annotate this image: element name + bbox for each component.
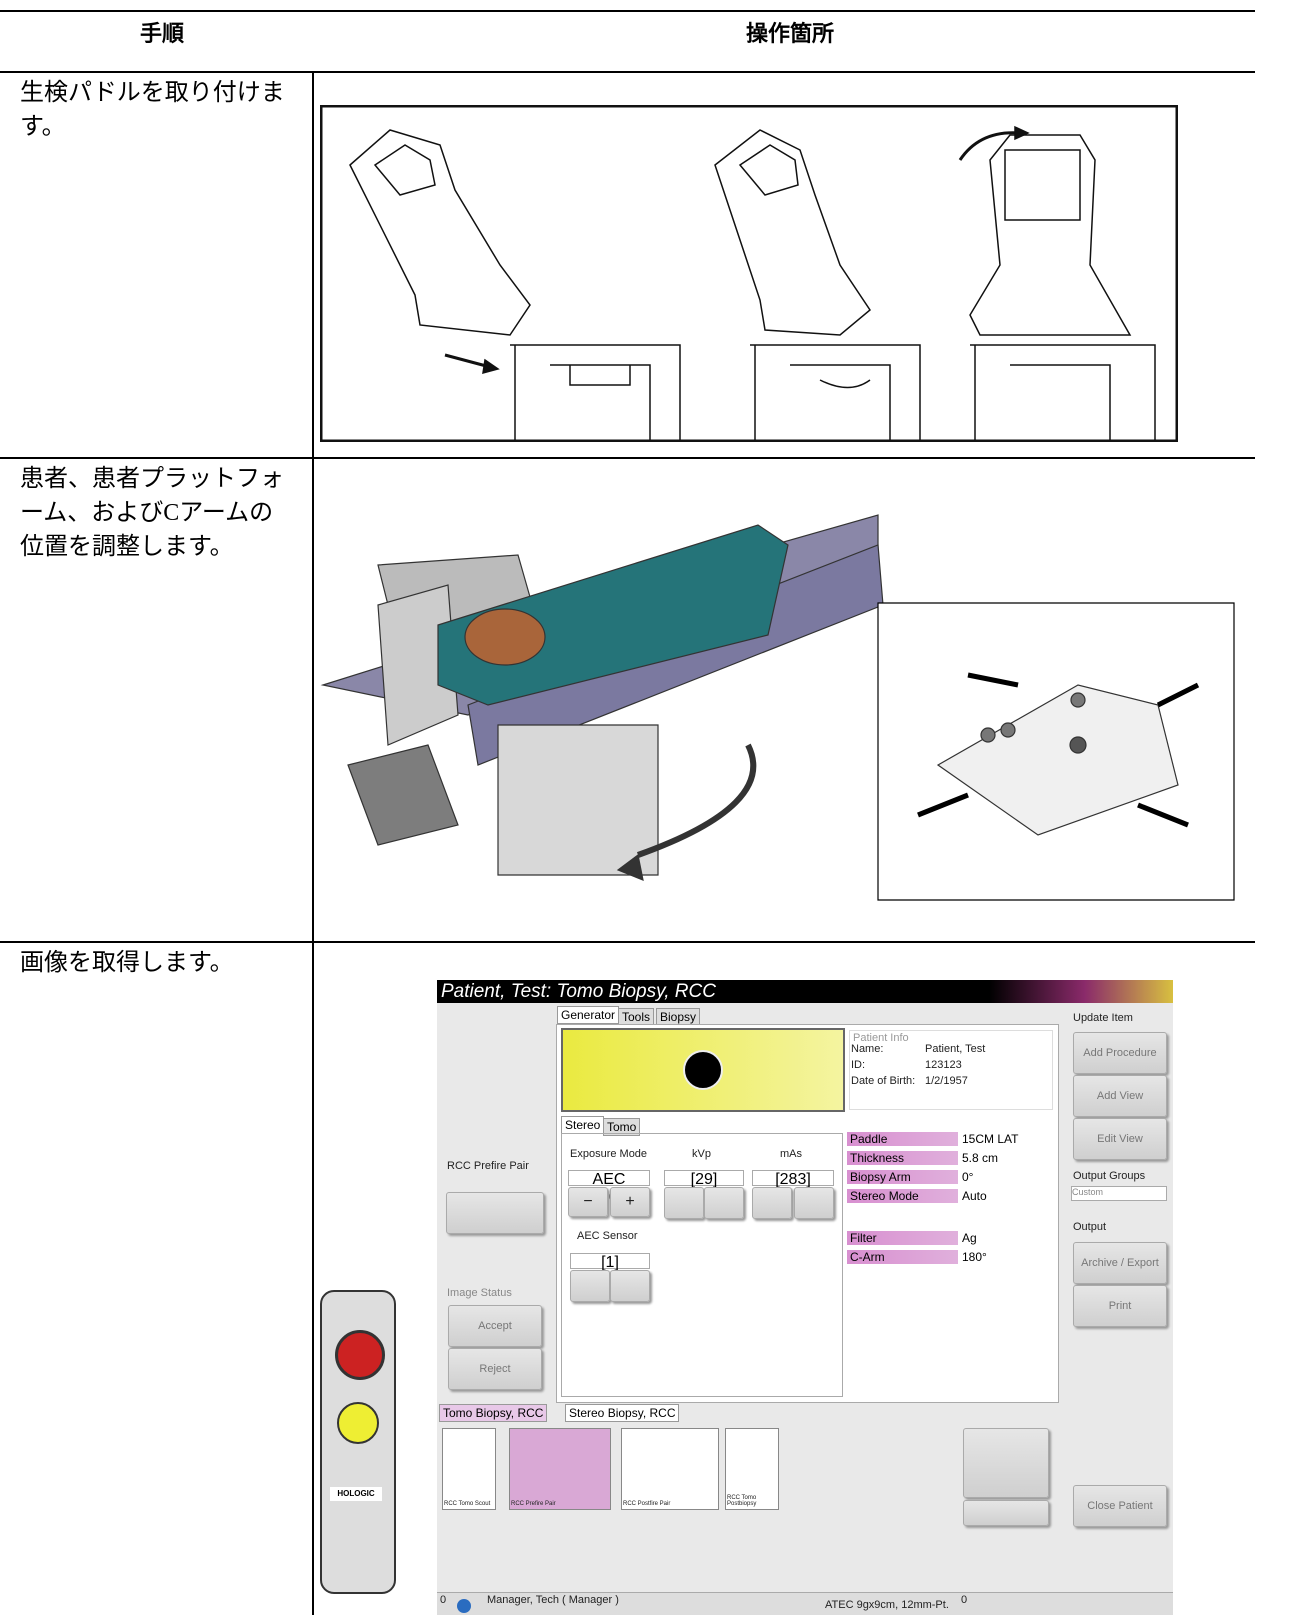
minus-button[interactable]: − (568, 1187, 608, 1217)
info-key: ID: (851, 1059, 866, 1071)
rule (0, 71, 1255, 73)
thumbnail[interactable]: RCC Postfire Pair (621, 1428, 719, 1510)
step-text: 患者、患者プラットフォーム、およびCアームの位置を調整します。 (20, 466, 284, 560)
button[interactable] (752, 1187, 792, 1219)
status-count: 0 (440, 1594, 447, 1606)
group-label: Output (1073, 1221, 1107, 1233)
info-value: Patient, Test (925, 1043, 986, 1055)
value-cell: AEC LOCK (568, 1170, 650, 1206)
info-value: 1/2/1957 (925, 1075, 968, 1087)
column-rule (312, 72, 314, 1615)
thumbnail[interactable]: RCC Prefire Pair (509, 1428, 611, 1510)
status-user: Manager, Tech ( Manager ) (487, 1594, 619, 1606)
button[interactable] (610, 1270, 650, 1302)
remote-control: HOLOGIC (320, 1290, 396, 1594)
param-label: Thickness (847, 1151, 958, 1165)
exposure-indicator (561, 1028, 845, 1112)
group-label: Image Status (447, 1287, 512, 1299)
trash-button[interactable] (963, 1428, 1049, 1498)
thumbnail[interactable]: RCC Tomo Postbiopsy (725, 1428, 779, 1510)
param-label: Filter (847, 1231, 958, 1245)
step-text: 画像を取得します。 (20, 950, 234, 976)
button[interactable]: Add View (1073, 1075, 1167, 1117)
param-value: 0° (962, 1170, 974, 1184)
view-name: RCC Prefire Pair (447, 1160, 529, 1172)
param-label: Biopsy Arm (847, 1170, 958, 1184)
rule (0, 457, 1255, 459)
value-cell: [1] (570, 1253, 650, 1271)
column-label: mAs (780, 1148, 802, 1160)
column-label: kVp (692, 1148, 711, 1160)
info-button[interactable] (963, 1500, 1049, 1526)
tab[interactable]: Stereo (561, 1116, 605, 1134)
rule (0, 941, 1255, 943)
thumbnail-label: RCC Prefire Pair (511, 1501, 556, 1507)
button[interactable]: Close Patient (1073, 1485, 1167, 1527)
brand: HOLOGIC (330, 1487, 382, 1501)
screenshot: Patient, Test: Tomo Biopsy, RCC RCC Pref… (437, 980, 1173, 1615)
button[interactable]: Archive / Export (1073, 1242, 1167, 1284)
param-label: C-Arm (847, 1250, 958, 1264)
value-cell: [283] (752, 1170, 834, 1188)
tab[interactable]: Generator (557, 1006, 620, 1024)
screen-title: Patient, Test: Tomo Biopsy, RCC (441, 981, 716, 1002)
procedure-tab[interactable]: Tomo Biopsy, RCC (439, 1404, 548, 1422)
paddle-illustration (320, 105, 1178, 442)
value-cell: [29] (664, 1170, 744, 1188)
column-label: Exposure Mode (570, 1148, 648, 1160)
param-value: 180° (962, 1250, 987, 1264)
button[interactable] (664, 1187, 704, 1219)
thumbnail-label: RCC Postfire Pair (623, 1501, 671, 1507)
header: 手順 (139, 22, 185, 47)
accept-button[interactable]: Accept (448, 1305, 542, 1347)
tab[interactable]: Tomo (603, 1118, 641, 1136)
param-value: 5.8 cm (962, 1151, 999, 1165)
thumbnail-label: RCC Tomo Postbiopsy (727, 1495, 757, 1507)
param-label: Paddle (847, 1132, 958, 1146)
param-value: Auto (962, 1189, 987, 1203)
reject-button[interactable]: Reject (448, 1348, 542, 1390)
button[interactable]: Print (1073, 1285, 1167, 1327)
header: 操作箇所 (745, 22, 835, 47)
param-value: 15CM LAT (962, 1132, 1019, 1146)
rule (0, 10, 1255, 12)
step-text: 生検パドルを取り付けます。 (20, 80, 285, 140)
button[interactable] (446, 1192, 544, 1234)
tab[interactable]: Tools (618, 1008, 655, 1026)
tab[interactable]: Biopsy (656, 1008, 701, 1026)
thumbnail[interactable]: RCC Tomo Scout (442, 1428, 496, 1510)
button[interactable] (794, 1187, 834, 1219)
button[interactable] (570, 1270, 610, 1302)
info-key: Name: (851, 1043, 884, 1055)
group-label: Update Item (1073, 1012, 1133, 1024)
status-count: 0 (961, 1594, 968, 1606)
button[interactable]: Edit View (1073, 1118, 1167, 1160)
group-label: Patient Info (853, 1032, 909, 1044)
button[interactable]: Add Procedure (1073, 1032, 1167, 1074)
info-value: 123123 (925, 1059, 962, 1071)
param-label: Stereo Mode (847, 1189, 958, 1203)
dropdown[interactable]: Custom (1071, 1186, 1167, 1201)
column-label: AEC Sensor (577, 1230, 638, 1242)
group-label: Output Groups (1073, 1170, 1146, 1182)
button[interactable] (704, 1187, 744, 1219)
table-illustration (318, 485, 1238, 905)
procedure-tab[interactable]: Stereo Biopsy, RCC (565, 1404, 680, 1422)
thumbnail-label: RCC Tomo Scout (444, 1501, 491, 1507)
info-key: Date of Birth: (851, 1075, 916, 1087)
param-value: Ag (962, 1231, 977, 1245)
plus-button[interactable]: + (610, 1187, 650, 1217)
status-device: ATEC 9gx9cm, 12mm-Pt. (825, 1599, 949, 1611)
